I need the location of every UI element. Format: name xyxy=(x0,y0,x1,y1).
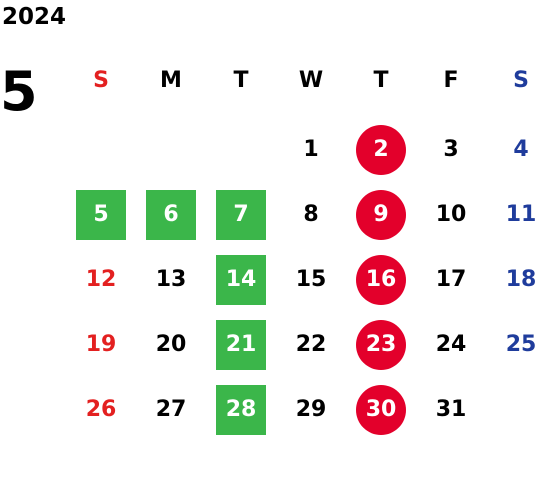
weekday-saturday: S xyxy=(513,68,529,93)
calendar-day: 31 xyxy=(435,397,467,422)
calendar-day: 14 xyxy=(216,255,266,305)
weekday-monday: M xyxy=(160,68,182,93)
calendar-day: 16 xyxy=(356,255,406,305)
calendar-day: 20 xyxy=(155,332,187,357)
calendar-day: 30 xyxy=(356,385,406,435)
calendar-day: 2 xyxy=(356,125,406,175)
calendar-day: 15 xyxy=(295,267,327,292)
calendar-day: 7 xyxy=(216,190,266,240)
calendar-day: 18 xyxy=(505,267,537,292)
calendar-day: 3 xyxy=(443,137,459,162)
calendar-day: 9 xyxy=(356,190,406,240)
calendar-year: 2024 xyxy=(2,4,67,30)
calendar-month: 5 xyxy=(0,60,38,123)
calendar-day: 21 xyxy=(216,320,266,370)
calendar-day: 4 xyxy=(513,137,529,162)
calendar-day: 24 xyxy=(435,332,467,357)
calendar-day: 12 xyxy=(85,267,117,292)
weekday-wednesday: W xyxy=(298,68,324,93)
calendar-day: 17 xyxy=(435,267,467,292)
weekday-tuesday: T xyxy=(233,68,249,93)
calendar-day: 28 xyxy=(216,385,266,435)
calendar-day: 10 xyxy=(435,202,467,227)
calendar-day: 25 xyxy=(505,332,537,357)
calendar-day: 19 xyxy=(85,332,117,357)
calendar-day: 29 xyxy=(295,397,327,422)
calendar-day: 1 xyxy=(303,137,319,162)
calendar-day: 11 xyxy=(505,202,537,227)
calendar-day: 22 xyxy=(295,332,327,357)
weekday-friday: F xyxy=(443,68,459,93)
calendar-day: 5 xyxy=(76,190,126,240)
calendar-day: 26 xyxy=(85,397,117,422)
calendar-day: 6 xyxy=(146,190,196,240)
weekday-thursday: T xyxy=(373,68,389,93)
calendar-day: 27 xyxy=(155,397,187,422)
calendar-day: 13 xyxy=(155,267,187,292)
calendar-day: 23 xyxy=(356,320,406,370)
calendar-day: 8 xyxy=(303,202,319,227)
weekday-sunday: S xyxy=(93,68,109,93)
